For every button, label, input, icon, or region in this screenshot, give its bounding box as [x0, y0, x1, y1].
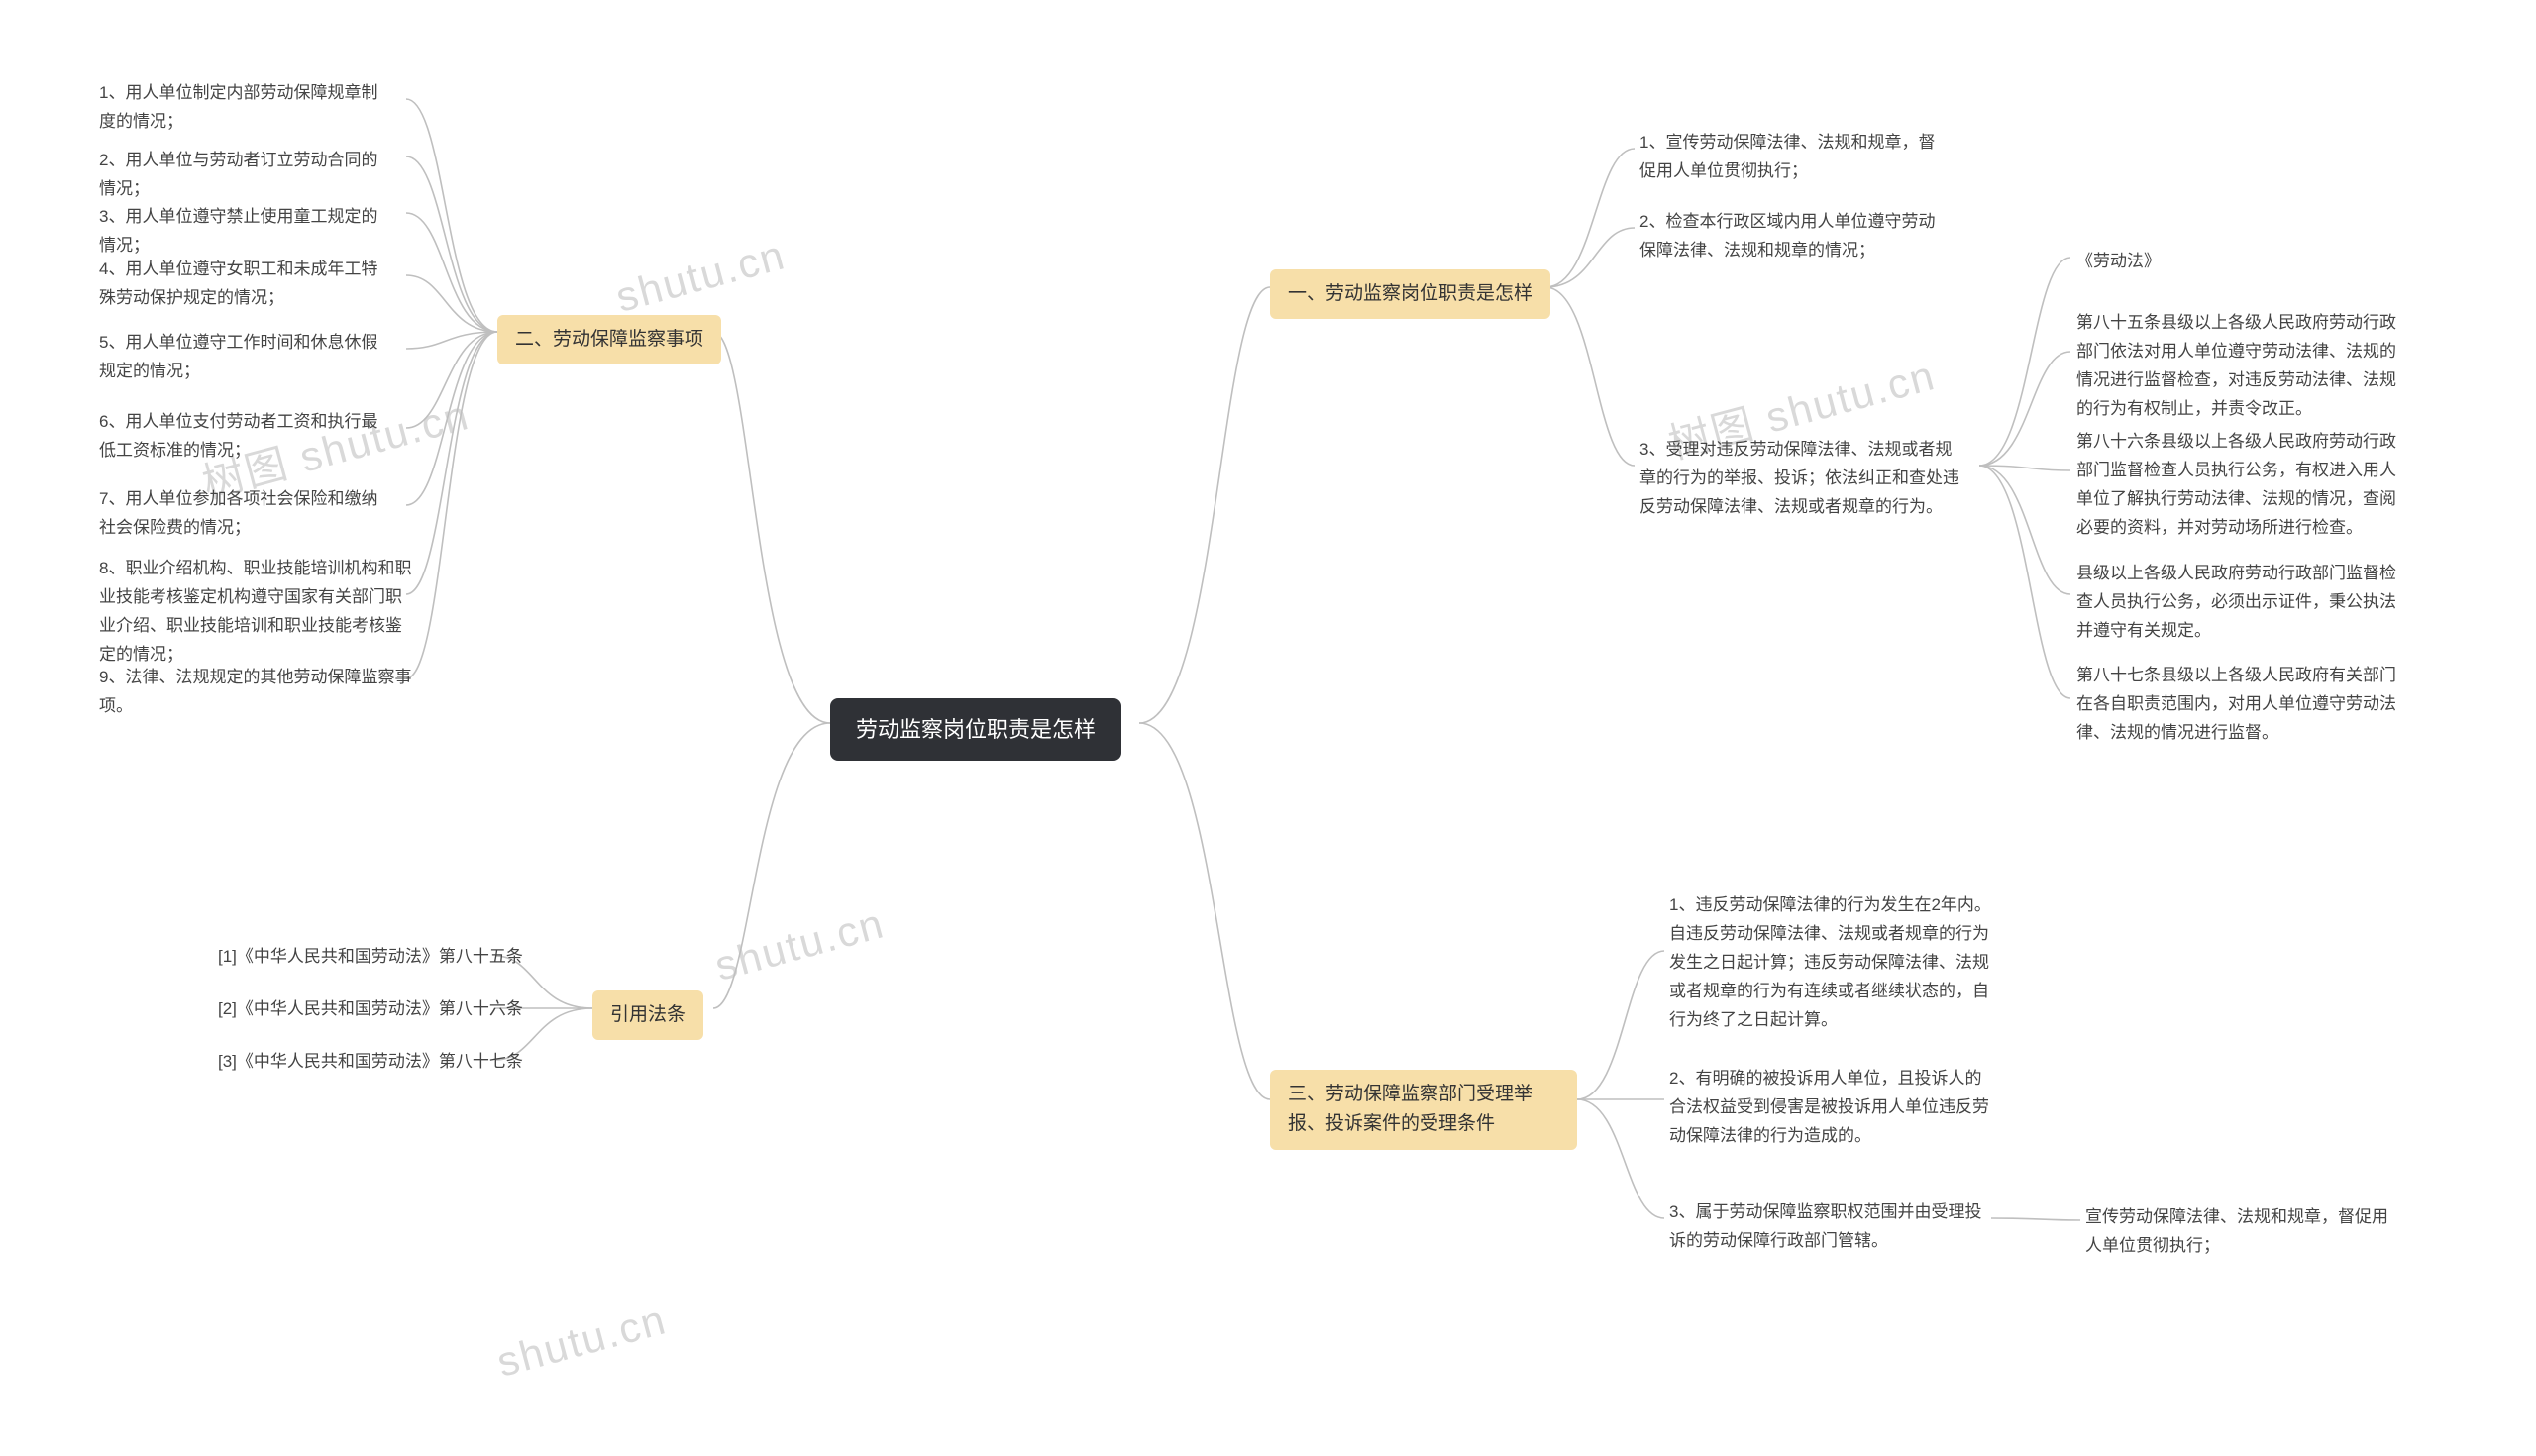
leaf-l1-1: 1、用人单位制定内部劳动保障规章制度的情况； [99, 79, 386, 137]
leaf-l1-7: 7、用人单位参加各项社会保险和缴纳社会保险费的情况； [99, 485, 386, 543]
root-node: 劳动监察岗位职责是怎样 [830, 698, 1121, 761]
leaf-r1-3-1: 《劳动法》 [2076, 248, 2161, 276]
leaf-l1-3: 3、用人单位遵守禁止使用童工规定的情况； [99, 203, 386, 260]
branch-left-1: 二、劳动保障监察事项 [497, 315, 721, 364]
leaf-l1-6: 6、用人单位支付劳动者工资和执行最低工资标准的情况； [99, 408, 386, 466]
branch-right-1: 一、劳动监察岗位职责是怎样 [1270, 269, 1550, 319]
leaf-r1-2: 2、检查本行政区域内用人单位遵守劳动保障法律、法规和规章的情况； [1639, 208, 1947, 265]
leaf-r1-3-5: 第八十七条县级以上各级人民政府有关部门在各自职责范围内，对用人单位遵守劳动法律、… [2076, 662, 2403, 748]
leaf-r1-3-3: 第八十六条县级以上各级人民政府劳动行政部门监督检查人员执行公务，有权进入用人单位… [2076, 428, 2403, 543]
branch-right-2: 三、劳动保障监察部门受理举报、投诉案件的受理条件 [1270, 1070, 1577, 1150]
leaf-l1-4: 4、用人单位遵守女职工和未成年工特殊劳动保护规定的情况； [99, 256, 386, 313]
leaf-r1-3-2: 第八十五条县级以上各级人民政府劳动行政部门依法对用人单位遵守劳动法律、法规的情况… [2076, 309, 2403, 424]
leaf-l2-3: [3]《中华人民共和国劳动法》第八十七条 [218, 1048, 523, 1077]
leaf-l2-1: [1]《中华人民共和国劳动法》第八十五条 [218, 943, 523, 972]
leaf-r2-3-1: 宣传劳动保障法律、法规和规章，督促用人单位贯彻执行； [2085, 1203, 2402, 1261]
leaf-l1-8: 8、职业介绍机构、职业技能培训机构和职业技能考核鉴定机构遵守国家有关部门职业介绍… [99, 555, 416, 670]
leaf-r2-1: 1、违反劳动保障法律的行为发生在2年内。自违反劳动保障法律、法规或者规章的行为发… [1669, 891, 1996, 1034]
branch-left-2: 引用法条 [592, 990, 703, 1040]
leaf-r1-1: 1、宣传劳动保障法律、法规和规章，督促用人单位贯彻执行； [1639, 129, 1947, 186]
leaf-l1-5: 5、用人单位遵守工作时间和休息休假规定的情况； [99, 329, 386, 386]
leaf-l2-2: [2]《中华人民共和国劳动法》第八十六条 [218, 995, 523, 1024]
leaf-l1-2: 2、用人单位与劳动者订立劳动合同的情况； [99, 147, 386, 204]
leaf-r1-3: 3、受理对违反劳动保障法律、法规或者规章的行为的举报、投诉；依法纠正和查处违反劳… [1639, 436, 1966, 522]
mindmap-canvas: 树图 shutu.cn 树图 shutu.cn shutu.cn shutu.c… [0, 0, 2536, 1456]
leaf-r1-3-4: 县级以上各级人民政府劳动行政部门监督检查人员执行公务，必须出示证件，秉公执法并遵… [2076, 560, 2403, 646]
leaf-r2-2: 2、有明确的被投诉用人单位，且投诉人的合法权益受到侵害是被投诉用人单位违反劳动保… [1669, 1065, 1996, 1151]
leaf-r2-3: 3、属于劳动保障监察职权范围并由受理投诉的劳动保障行政部门管辖。 [1669, 1198, 1996, 1256]
leaf-l1-9: 9、法律、法规规定的其他劳动保障监察事项。 [99, 664, 416, 721]
